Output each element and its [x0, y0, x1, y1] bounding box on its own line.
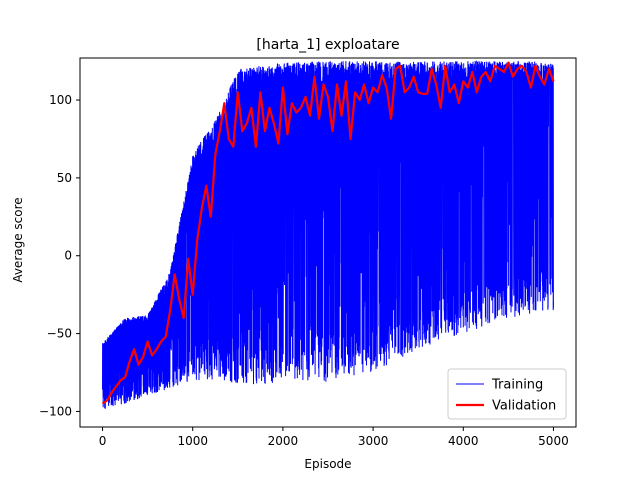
legend-box — [447, 368, 567, 420]
chart-title: [harta_1] exploatare — [256, 37, 399, 53]
legend-label-validation: Validation — [492, 399, 556, 414]
x-tick-label: 1000 — [177, 434, 208, 448]
x-tick-label: 4000 — [448, 434, 479, 448]
plot-frame — [79, 57, 577, 428]
y-axis-label: Average score — [11, 197, 25, 282]
x-tick-label: 2000 — [268, 434, 299, 448]
y-tick-label: −50 — [47, 327, 72, 341]
axes: 0 1000 2000 3000 4000 5000 −100 −50 0 50 100 — [39, 57, 577, 448]
x-axis-label: Episode — [304, 457, 351, 471]
x-tick-label: 3000 — [358, 434, 389, 448]
y-tick-label: −100 — [39, 404, 72, 418]
legend-label-training: Training — [491, 378, 543, 393]
series-validation-line — [101, 61, 555, 405]
y-tick-label: 0 — [64, 249, 72, 263]
y-tick-label: 100 — [49, 93, 72, 107]
plot-marks — [101, 60, 555, 409]
x-tick-label: 0 — [99, 434, 107, 448]
x-tick-label: 5000 — [538, 434, 569, 448]
y-tick-label: 50 — [57, 171, 72, 185]
legend: Training Validation — [447, 368, 567, 420]
series-training-line — [102, 60, 554, 409]
